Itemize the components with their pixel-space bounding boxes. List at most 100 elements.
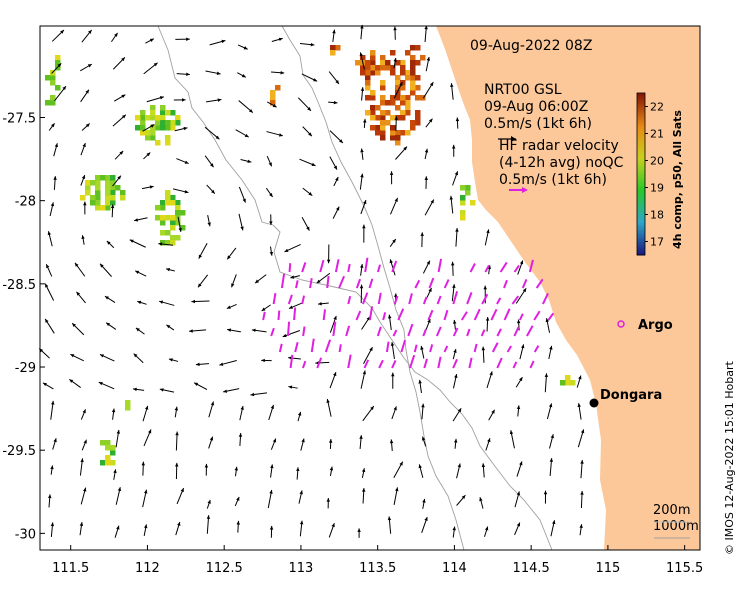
sst-cell — [570, 380, 576, 386]
current-vector — [479, 497, 484, 509]
colorbar-segment — [637, 209, 645, 213]
sst-cell — [390, 135, 396, 141]
current-vector — [50, 400, 55, 420]
current-vector — [227, 328, 241, 333]
hf-vector — [443, 309, 449, 321]
sst-cell — [110, 175, 116, 181]
hf-vector — [364, 257, 369, 273]
hf-vector — [443, 345, 449, 353]
sst-cell — [160, 110, 166, 116]
sst-cell — [385, 65, 391, 71]
current-vector — [389, 238, 397, 248]
hf-scale-label: 0.5m/s (1kt 6h) — [499, 172, 607, 188]
current-vector — [133, 353, 144, 364]
sst-cell — [165, 110, 171, 116]
current-vector — [141, 185, 154, 190]
hf-vector — [295, 280, 299, 289]
sst-cell — [395, 75, 401, 81]
current-vector — [284, 243, 301, 253]
hf-vector — [466, 292, 473, 305]
sst-cell — [170, 215, 176, 221]
land-area — [436, 26, 700, 550]
hf-vector — [280, 273, 286, 289]
current-vector — [206, 499, 211, 509]
current-vector — [299, 42, 315, 47]
sst-cell — [410, 55, 416, 61]
sst-cell — [110, 195, 116, 201]
sst-cell — [385, 60, 391, 66]
sst-cell — [370, 90, 376, 96]
hf-vector — [309, 278, 313, 289]
sst-cell — [380, 55, 386, 61]
hf-vector — [427, 309, 434, 321]
sst-cell — [155, 205, 161, 211]
current-vector — [240, 158, 252, 163]
colorbar-tick-label: 20 — [650, 155, 664, 168]
sst-cell — [565, 380, 571, 386]
sst-cell — [380, 135, 386, 141]
current-vector — [328, 71, 340, 85]
current-vector — [357, 528, 361, 538]
current-vector — [172, 188, 189, 194]
hf-vector — [385, 341, 390, 353]
sst-cell — [140, 115, 146, 121]
current-vector — [577, 403, 582, 420]
current-vector — [105, 322, 117, 330]
colorbar-segment — [637, 157, 645, 161]
sst-cell — [165, 120, 171, 126]
colorbar-segment — [637, 163, 645, 167]
sst-cell — [100, 205, 106, 211]
hf-vector — [391, 360, 397, 369]
sst-cell — [410, 45, 416, 51]
colorbar-segment — [637, 184, 645, 188]
sst-cell — [135, 125, 141, 131]
sst-cell — [135, 115, 141, 121]
colorbar-segment — [637, 228, 645, 232]
sst-cell — [110, 180, 116, 186]
hf-vector — [443, 279, 450, 289]
current-vector — [332, 29, 336, 43]
sst-cell — [150, 130, 156, 136]
current-vector — [238, 186, 246, 203]
current-vector — [516, 319, 521, 331]
sst-cell — [415, 45, 421, 51]
hf-vector — [503, 308, 511, 321]
sst-cell — [140, 125, 146, 131]
current-vector — [135, 327, 145, 335]
hf-vector — [452, 291, 459, 305]
colorbar-segment — [637, 147, 645, 151]
hf-vector — [521, 278, 528, 289]
current-vector — [424, 199, 435, 216]
x-tick-label: 114 — [442, 561, 467, 576]
current-vector — [576, 375, 582, 388]
current-vector — [420, 345, 425, 359]
x-tick-label: 113 — [289, 561, 314, 576]
colorbar-segment — [637, 122, 645, 126]
hf-vector — [491, 342, 499, 353]
current-vector — [550, 520, 556, 537]
hf-vector — [468, 357, 473, 369]
sst-cell — [115, 185, 121, 191]
sst-cell — [270, 95, 276, 101]
current-vector — [388, 314, 392, 330]
sst-cell — [270, 100, 276, 106]
sst-cell — [410, 75, 416, 81]
current-vector — [450, 261, 455, 276]
current-vector — [424, 176, 428, 189]
current-vector — [115, 487, 122, 505]
sst-cell — [565, 375, 571, 381]
current-vector — [485, 438, 491, 451]
hf-vector — [377, 292, 382, 305]
sst-cell — [95, 195, 101, 201]
hf-vector — [518, 313, 524, 321]
current-vector — [418, 464, 424, 478]
sst-cell — [380, 120, 386, 126]
colorbar-segment — [637, 195, 645, 199]
current-vector — [81, 29, 93, 43]
hf-vector — [452, 358, 458, 369]
current-vector — [239, 405, 244, 421]
sst-cell — [45, 100, 51, 106]
sst-cell — [410, 85, 416, 91]
sst-cell — [160, 230, 166, 236]
